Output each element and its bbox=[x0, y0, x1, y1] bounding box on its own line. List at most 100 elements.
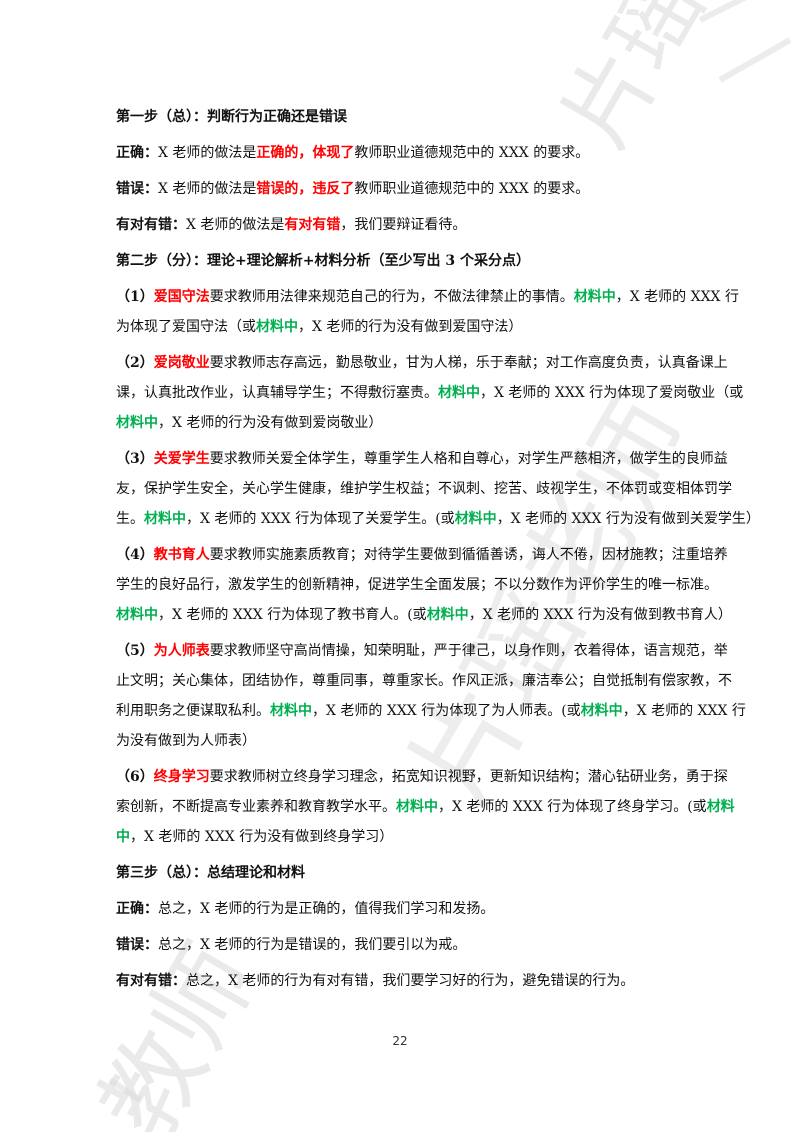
item1-text: 要求教师用法律来规范自己的行为，不做法律禁止的事情。 bbox=[209, 289, 574, 305]
correct-highlight: 正确的，体现了 bbox=[256, 145, 355, 161]
correct-label: 正确： bbox=[116, 145, 158, 161]
item6-line2-pre: 索创新，不断提高专业素养和教育教学水平。 bbox=[116, 799, 396, 815]
item6-term: 终身学习 bbox=[153, 769, 210, 785]
item4-line1: （4）教书育人要求教师实施素质教育；对待学生要做到循循善诱，诲人不倦，因材施教；… bbox=[116, 540, 728, 570]
item4-term: 教书育人 bbox=[153, 547, 210, 563]
step3-wrong-label: 错误： bbox=[116, 937, 158, 953]
step3-heading: 第三步（总）：总结理论和材料 bbox=[116, 865, 305, 881]
mixed-pre: X 老师的做法是 bbox=[186, 217, 285, 233]
wrong-label: 错误： bbox=[116, 181, 158, 197]
step3-correct-text: 总之，X 老师的行为是正确的，值得我们学习和发扬。 bbox=[158, 901, 495, 917]
item5-num: （5） bbox=[116, 643, 154, 659]
step3-correct-line: 正确：总之，X 老师的行为是正确的，值得我们学习和发扬。 bbox=[116, 894, 696, 924]
step1-wrong-line: 错误：X 老师的做法是错误的，违反了教师职业道德规范中的 XXX 的要求。 bbox=[116, 174, 696, 204]
item4-line3-green: 材料中 bbox=[116, 607, 158, 623]
item1-line2-pre: 为体现了爱国守法（或 bbox=[116, 319, 256, 335]
item5-line3-green: 材料中 bbox=[270, 703, 312, 719]
item4-line3-mid: ，X 老师的 XXX 行为体现了教书育人。(或 bbox=[158, 607, 427, 623]
item6-line2: 索创新，不断提高专业素养和教育教学水平。材料中，X 老师的 XXX 行为体现了终… bbox=[116, 792, 735, 822]
item5-term: 为人师表 bbox=[153, 643, 210, 659]
item3-line2: 友，保护学生安全，关心学生健康，维护学生权益；不讽刺、挖苦、歧视学生，不体罚或变… bbox=[116, 474, 732, 504]
item1-line2-tail: ，X 老师的行为没有做到爱国守法） bbox=[298, 319, 523, 335]
item4-line3-tail: ，X 老师的 XXX 行为没有做到教书育人） bbox=[468, 607, 732, 623]
mixed-highlight: 有对有错 bbox=[284, 217, 341, 233]
item3-line1: （3）关爱学生要求教师关爱全体学生，尊重学生人格和自尊心，对学生严慈相济，做学生… bbox=[116, 444, 728, 474]
item2-line3: 材料中，X 老师的行为没有做到爱岗敬业） bbox=[116, 408, 696, 438]
item3-line3-pre: 生。 bbox=[116, 511, 144, 527]
item5-line2-text: 止文明；关心集体，团结协作，尊重同事，尊重家长。作风正派，廉洁奉公；自觉抵制有偿… bbox=[116, 673, 732, 689]
item5-line3-mid: ，X 老师的 XXX 行为体现了为人师表。(或 bbox=[312, 703, 581, 719]
item3-line2-text: 友，保护学生安全，关心学生健康，维护学生权益；不讽刺、挖苦、歧视学生，不体罚或变… bbox=[116, 481, 732, 497]
item1-line2-green: 材料中 bbox=[256, 319, 298, 335]
wrong-pre: X 老师的做法是 bbox=[158, 181, 257, 197]
item2-num: （2） bbox=[116, 355, 154, 371]
item5-line1: （5）为人师表要求教师坚守高尚情操，知荣明耻，严于律己，以身作则，衣着得体，语言… bbox=[116, 636, 728, 666]
main-content: 第一步（总）：判断行为正确还是错误 正确：X 老师的做法是正确的，体现了教师职业… bbox=[116, 102, 760, 996]
item6-line2-green2: 材料 bbox=[706, 799, 735, 815]
step1-correct-line: 正确：X 老师的做法是正确的，体现了教师职业道德规范中的 XXX 的要求。 bbox=[116, 138, 696, 168]
correct-pre: X 老师的做法是 bbox=[158, 145, 257, 161]
item6-line2-green: 材料中 bbox=[396, 799, 438, 815]
item3-num: （3） bbox=[116, 451, 154, 467]
item3-line3-mid: ，X 老师的 XXX 行为体现了关爱学生。(或 bbox=[186, 511, 455, 527]
item1-term: 爱国守法 bbox=[153, 289, 210, 305]
item4-text: 要求教师实施素质教育；对待学生要做到循循善诱，诲人不倦，因材施教；注重培养 bbox=[209, 547, 728, 563]
item4-line3-green2: 材料中 bbox=[426, 607, 469, 623]
item1-line2: 为体现了爱国守法（或材料中，X 老师的行为没有做到爱国守法） bbox=[116, 312, 696, 342]
step3-mixed-label: 有对有错： bbox=[116, 973, 186, 989]
item5-line4-text: 为没有做到为人师表） bbox=[116, 733, 256, 749]
item6-text: 要求教师树立终身学习理念，拓宽知识视野，更新知识结构；潜心钻研业务，勇于探 bbox=[209, 769, 728, 785]
wrong-post: 教师职业道德规范中的 XXX 的要求。 bbox=[354, 181, 590, 197]
item3-text: 要求教师关爱全体学生，尊重学生人格和自尊心，对学生严慈相济，做学生的良师益 bbox=[209, 451, 728, 467]
item5-line3-green2: 材料中 bbox=[580, 703, 623, 719]
item2-line1: （2）爱岗敬业要求教师志存高远，勤恳敬业，甘为人梯，乐于奉献；对工作高度负责，认… bbox=[116, 348, 728, 378]
step3-correct-label: 正确： bbox=[116, 901, 158, 917]
item2-line2-tail: ，X 老师的 XXX 行为体现了爱岗敬业（或 bbox=[480, 385, 744, 401]
item2-text: 要求教师志存高远，勤恳敬业，甘为人梯，乐于奉献；对工作高度负责，认真备课上 bbox=[209, 355, 728, 371]
step3-mixed-line: 有对有错：总之，X 老师的行为有对有错，我们要学习好的行为，避免错误的行为。 bbox=[116, 966, 696, 996]
step3-wrong-text: 总之，X 老师的行为是错误的，我们要引以为戒。 bbox=[158, 937, 467, 953]
item4-line3: 材料中，X 老师的 XXX 行为体现了教书育人。(或材料中，X 老师的 XXX … bbox=[116, 600, 732, 630]
page-number: 22 bbox=[392, 1034, 408, 1048]
item2-line2: 课，认真批改作业，认真辅导学生；不得敷衍塞责。材料中，X 老师的 XXX 行为体… bbox=[116, 378, 743, 408]
item1-num: （1） bbox=[116, 289, 154, 305]
item1-tail: ，X 老师的 XXX 行 bbox=[615, 289, 739, 305]
correct-post: 教师职业道德规范中的 XXX 的要求。 bbox=[354, 145, 590, 161]
item5-line3-tail: ，X 老师的 XXX 行 bbox=[622, 703, 746, 719]
item6-line2-mid: ，X 老师的 XXX 行为体现了终身学习。(或 bbox=[438, 799, 707, 815]
item2-term: 爱岗敬业 bbox=[153, 355, 210, 371]
item2-line3-green: 材料中 bbox=[116, 415, 158, 431]
item2-line2-pre: 课，认真批改作业，认真辅导学生；不得敷衍塞责。 bbox=[116, 385, 438, 401]
item3-term: 关爱学生 bbox=[153, 451, 210, 467]
item6-line3: 中，X 老师的 XXX 行为没有做到终身学习） bbox=[116, 822, 696, 852]
item4-num: （4） bbox=[116, 547, 154, 563]
item6-num: （6） bbox=[116, 769, 154, 785]
step1-mixed-line: 有对有错：X 老师的做法是有对有错，我们要辩证看待。 bbox=[116, 210, 696, 240]
step1-heading: 第一步（总）：判断行为正确还是错误 bbox=[116, 109, 347, 125]
item4-line2-text: 学生的良好品行，激发学生的创新精神，促进学生全面发展；不以分数作为评价学生的唯一… bbox=[116, 577, 718, 593]
mixed-label: 有对有错： bbox=[116, 217, 186, 233]
wrong-highlight: 错误的，违反了 bbox=[256, 181, 355, 197]
step3-wrong-line: 错误：总之，X 老师的行为是错误的，我们要引以为戒。 bbox=[116, 930, 696, 960]
item5-text: 要求教师坚守高尚情操，知荣明耻，严于律己，以身作则，衣着得体，语言规范，举 bbox=[209, 643, 728, 659]
item6-line3-tail: ，X 老师的 XXX 行为没有做到终身学习） bbox=[130, 829, 394, 845]
item6-line3-green: 中 bbox=[116, 829, 130, 845]
item5-line2: 止文明；关心集体，团结协作，尊重同事，尊重家长。作风正派，廉洁奉公；自觉抵制有偿… bbox=[116, 666, 732, 696]
item1-green: 材料中 bbox=[573, 289, 616, 305]
step3-mixed-text: 总之，X 老师的行为有对有错，我们要学习好的行为，避免错误的行为。 bbox=[186, 973, 635, 989]
step2-heading: 第二步（分）：理论+理论解析+材料分析（至少写出 3 个采分点） bbox=[116, 253, 530, 269]
item6-line1: （6）终身学习要求教师树立终身学习理念，拓宽知识视野，更新知识结构；潜心钻研业务… bbox=[116, 762, 728, 792]
item5-line3-pre: 利用职务之便谋取私利。 bbox=[116, 703, 270, 719]
item3-line3: 生。材料中，X 老师的 XXX 行为体现了关爱学生。(或材料中，X 老师的 XX… bbox=[116, 504, 760, 534]
item1-line1: （1）爱国守法要求教师用法律来规范自己的行为，不做法律禁止的事情。材料中，X 老… bbox=[116, 282, 739, 312]
mixed-post: ，我们要辩证看待。 bbox=[340, 217, 467, 233]
item3-line3-green: 材料中 bbox=[144, 511, 186, 527]
item3-line3-tail: ，X 老师的 XXX 行为没有做到关爱学生） bbox=[496, 511, 760, 527]
item2-line2-green: 材料中 bbox=[438, 385, 480, 401]
item5-line3: 利用职务之便谋取私利。材料中，X 老师的 XXX 行为体现了为人师表。(或材料中… bbox=[116, 696, 746, 726]
item5-line4: 为没有做到为人师表） bbox=[116, 726, 696, 756]
item4-line2: 学生的良好品行，激发学生的创新精神，促进学生全面发展；不以分数作为评价学生的唯一… bbox=[116, 570, 718, 600]
item3-line3-green2: 材料中 bbox=[454, 511, 497, 527]
item2-line3-tail: ，X 老师的行为没有做到爱岗敬业） bbox=[158, 415, 383, 431]
